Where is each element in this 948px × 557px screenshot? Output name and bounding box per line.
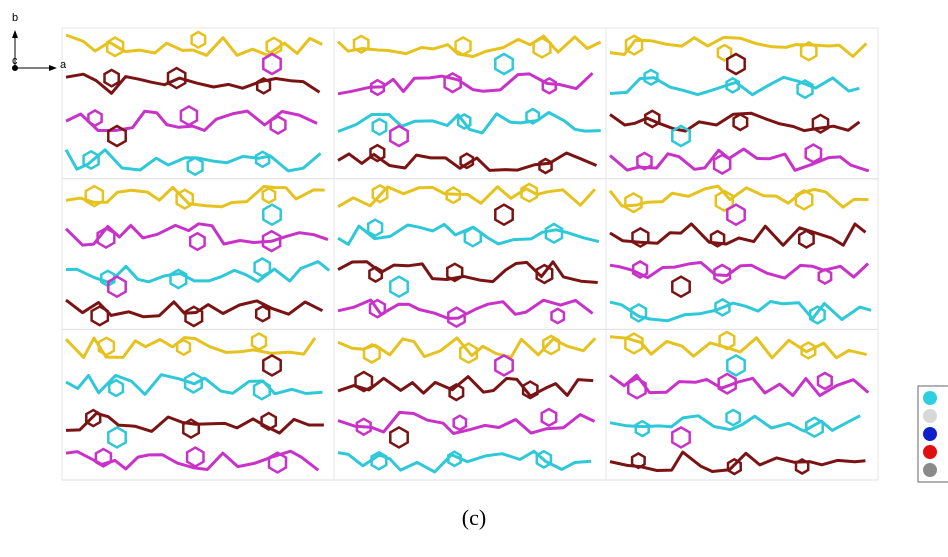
page: b c a (c) (() => { const data = JSON.par… — [0, 0, 948, 557]
a-label: a — [60, 59, 67, 71]
legend-atom — [923, 391, 937, 405]
crystal-figure: b c a (c) — [0, 0, 948, 557]
legend-atom — [923, 409, 937, 423]
b-arrow — [12, 30, 18, 38]
c-label: c — [12, 55, 18, 67]
a-arrow — [49, 65, 57, 71]
atom-legend — [918, 386, 948, 482]
b-label: b — [12, 12, 18, 24]
caption: (c) — [462, 505, 486, 530]
legend-atom — [923, 445, 937, 459]
axis-indicator: b c a — [12, 12, 67, 71]
legend-atom — [923, 463, 937, 477]
legend-atom — [923, 427, 937, 441]
packing-frame — [62, 28, 878, 480]
